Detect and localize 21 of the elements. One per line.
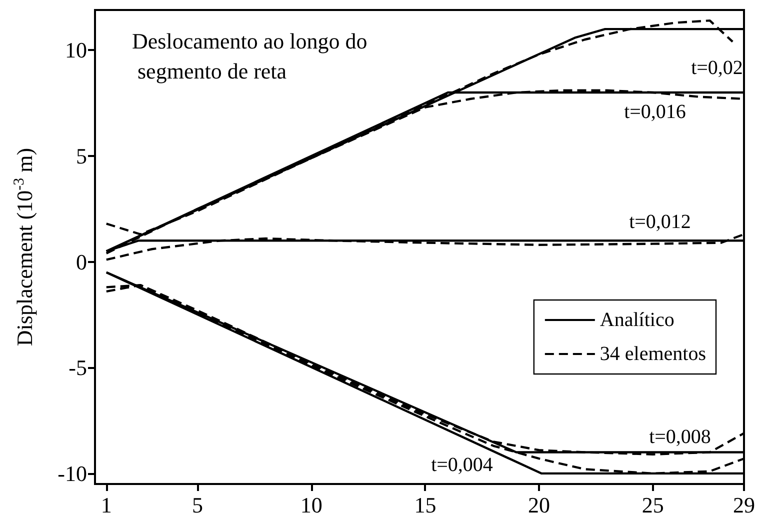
y-tick-label: 0	[76, 249, 87, 274]
annotation: t=0,004	[431, 454, 493, 476]
legend-label: Analítico	[600, 309, 674, 331]
x-tick-label: 5	[192, 492, 203, 518]
annotation: Deslocamento ao longo do segmento de reta	[132, 28, 368, 84]
x-tick-label: 20	[528, 492, 550, 518]
y-axis-title: Displacement (10-3 m)	[12, 148, 37, 346]
x-tick-label: 15	[414, 492, 436, 518]
legend-label: 34 elementos	[600, 343, 706, 365]
x-tick-label: 25	[642, 492, 664, 518]
x-tick-label: 1	[100, 492, 112, 518]
annotation: t=0,02	[691, 57, 743, 79]
y-tick-label: -5	[68, 355, 87, 380]
y-tick-label: 10	[65, 38, 87, 63]
annotation: t=0,008	[649, 426, 711, 448]
annotation: t=0,012	[629, 211, 691, 233]
y-tick-label: -10	[58, 460, 87, 486]
annotation: t=0,016	[624, 101, 686, 123]
y-tick-label: 5	[76, 144, 87, 169]
x-tick-label: 10	[300, 492, 322, 518]
x-tick-label: 29	[733, 492, 755, 518]
